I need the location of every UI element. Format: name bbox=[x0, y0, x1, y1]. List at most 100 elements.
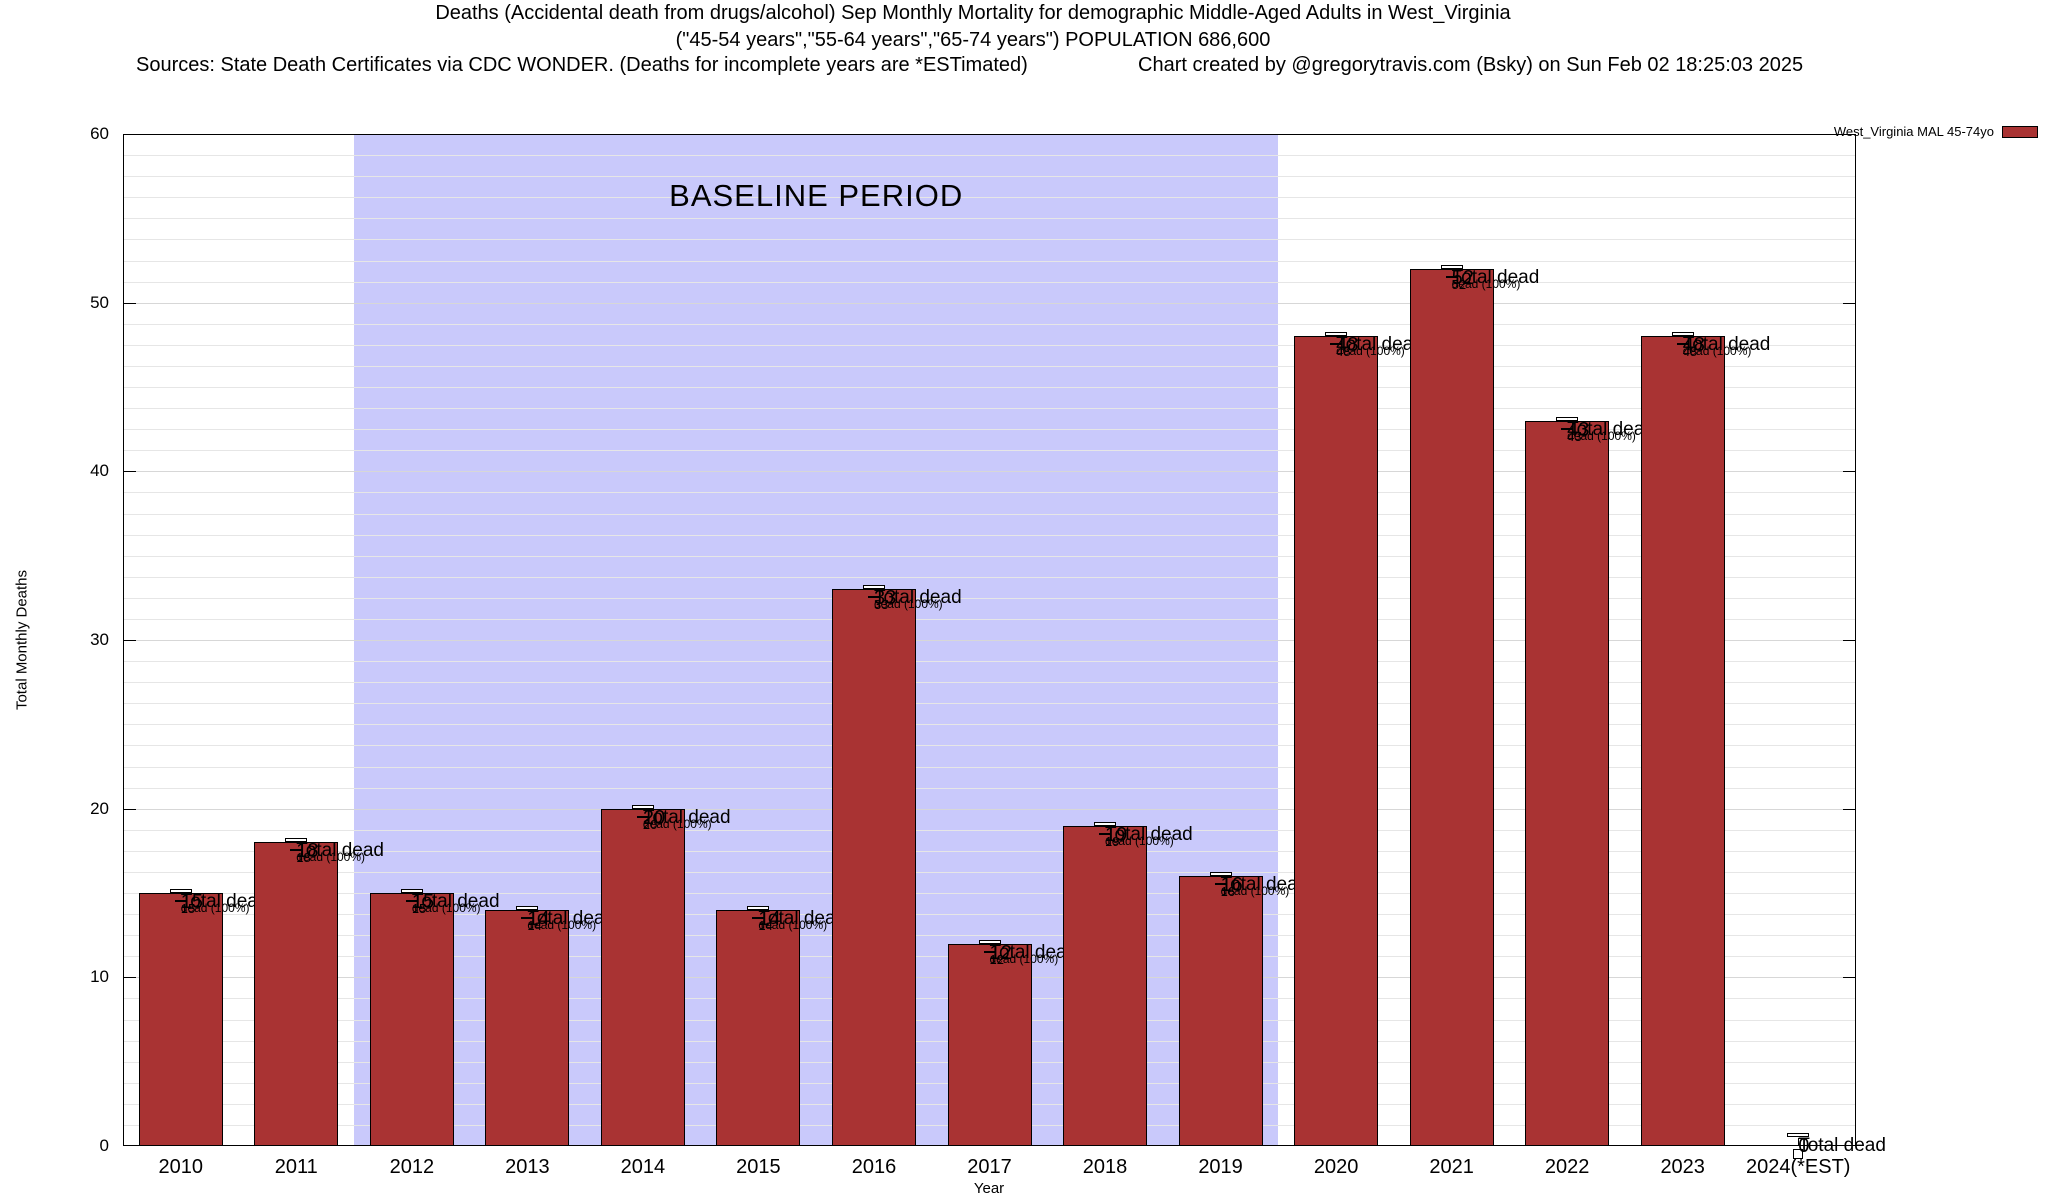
bar bbox=[254, 842, 339, 1146]
bar-total-label: 52 Total dead bbox=[1440, 264, 1539, 289]
bar-inner-value: 12 bbox=[989, 951, 1004, 967]
bar-inner-text: dead (100%) bbox=[873, 597, 943, 612]
legend-swatch bbox=[2002, 125, 2038, 138]
bar-total-text: Total dead bbox=[527, 907, 616, 929]
bar bbox=[1640, 336, 1725, 1146]
x-tick-label: 2020 bbox=[1313, 1156, 1359, 1178]
gridline-minor bbox=[123, 239, 1856, 241]
x-tick-label: 2015 bbox=[736, 1156, 781, 1178]
bar-inner-label: 16 dead (100%) bbox=[1214, 883, 1289, 899]
bar-inner-value: 14 bbox=[527, 917, 542, 933]
legend: West_Virginia MAL 45-74yo bbox=[1834, 124, 2038, 139]
y-tick-left bbox=[124, 302, 136, 304]
bar-inner-label: 48 dead (100%) bbox=[1676, 343, 1751, 359]
bar-inner-label: 52 dead (100%) bbox=[1445, 275, 1520, 292]
bar-total-text: Total dead bbox=[989, 941, 1078, 963]
gridline-minor bbox=[123, 197, 1856, 199]
bar-inner-value: 14 bbox=[758, 917, 773, 933]
y-tick-label: 10 bbox=[90, 967, 109, 987]
bar-total-text: Total dead bbox=[1567, 418, 1655, 440]
bar-inner-value: 19 bbox=[1105, 833, 1120, 849]
bar-inner-value: 20 bbox=[642, 816, 658, 832]
bar-total-label: 33 Total dead bbox=[862, 585, 962, 609]
bar-inner-label: 19 dead (100%) bbox=[1099, 832, 1174, 849]
bar-inner-label: 14 dead (100%) bbox=[752, 916, 827, 933]
bar-inner-label: 43 dead (100%) bbox=[1561, 427, 1636, 444]
y-tick-label: 30 bbox=[90, 630, 109, 649]
bar-inner-value: 52 bbox=[1451, 276, 1467, 292]
gridline-minor bbox=[123, 450, 1856, 452]
y-tick-label: 60 bbox=[90, 124, 109, 143]
bar-total-text: Total dead bbox=[1220, 874, 1309, 896]
bar-total-value: 16 bbox=[1220, 874, 1243, 897]
y-tick-right bbox=[1843, 977, 1855, 979]
x-tick-label: 2011 bbox=[274, 1156, 318, 1178]
gridline-minor bbox=[123, 829, 1856, 831]
bar-inner-label: 20 dead (100%) bbox=[636, 815, 712, 832]
bar-inner-value: 33 bbox=[873, 597, 889, 613]
x-axis-title: Year bbox=[973, 1180, 1005, 1197]
bar-inner-text: dead (100%) bbox=[1451, 276, 1521, 291]
gridline-minor bbox=[123, 618, 1856, 620]
bar-inner-text: dead (100%) bbox=[527, 917, 597, 932]
chart-header: Deaths (Accidental death from drugs/alco… bbox=[0, 0, 1946, 81]
bar bbox=[1178, 876, 1263, 1146]
bar-total-label: 14 Total dead bbox=[516, 905, 615, 930]
bar-inner-label: 12 dead (100%) bbox=[983, 950, 1058, 967]
gridline-minor bbox=[123, 871, 1856, 873]
gridline-minor bbox=[123, 893, 1856, 894]
bar-total-label: 18 Total dead bbox=[285, 838, 384, 862]
bar-inner-value: 48 bbox=[1336, 344, 1351, 360]
bar-inner-label: 15 dead (100%) bbox=[174, 900, 249, 916]
bar-inner-label: 15 dead (100%) bbox=[405, 900, 481, 916]
bar-inner-text: dead (100%) bbox=[1220, 884, 1290, 899]
x-tick-label: 2010 bbox=[158, 1156, 204, 1178]
bar-inner-text: dead (100%) bbox=[989, 951, 1059, 966]
bar-total-text: Total dead bbox=[642, 806, 731, 828]
bar-inner-value: 43 bbox=[1567, 428, 1582, 444]
gridline-major bbox=[123, 471, 1856, 473]
gridline-minor bbox=[123, 534, 1856, 536]
bar-inner-text: dead (100%) bbox=[180, 901, 250, 915]
gridline-minor bbox=[123, 344, 1856, 346]
baseline-period-label: BASELINE PERIOD bbox=[669, 178, 964, 213]
bar-total-text: Total dead bbox=[1105, 823, 1193, 845]
bar-total-text: Total dead bbox=[180, 891, 269, 912]
bar-inner-value: 18 bbox=[296, 850, 311, 866]
bar-inner-label: 18 dead (100%) bbox=[290, 849, 365, 865]
bar-total-text: Total dead bbox=[1682, 334, 1771, 356]
x-tick-label: 2014 bbox=[620, 1156, 666, 1178]
bar-total-label: 15 Total dead bbox=[400, 889, 500, 913]
bar-total-label: 14 Total dead bbox=[747, 905, 846, 930]
bar-total-text: Total dead bbox=[873, 587, 962, 609]
bar-total-text: Total dead bbox=[1451, 266, 1540, 288]
y-tick-label: 20 bbox=[90, 798, 109, 818]
bar-total-text: Total dead bbox=[1336, 334, 1424, 356]
y-tick-right bbox=[1843, 640, 1855, 641]
bar bbox=[1409, 268, 1494, 1146]
bar-inner-value: 48 bbox=[1682, 344, 1698, 360]
x-tick-label: 2012 bbox=[389, 1156, 435, 1178]
gridline-minor bbox=[123, 155, 1856, 157]
bar-total-value: 15 bbox=[180, 891, 204, 913]
gridline-minor bbox=[123, 787, 1856, 789]
bar bbox=[947, 943, 1032, 1146]
chart-sources-text: Sources: State Death Certificates via CD… bbox=[136, 54, 1028, 76]
gridline-minor bbox=[123, 408, 1856, 410]
chart-title-line3: Sources: State Death Certificates via CD… bbox=[0, 54, 1946, 81]
bar-total-value: 20 bbox=[642, 806, 666, 829]
gridline-minor bbox=[123, 281, 1856, 283]
y-tick-label: 0 bbox=[99, 1136, 109, 1155]
gridline-minor bbox=[123, 513, 1856, 515]
bar bbox=[1525, 420, 1610, 1146]
bar bbox=[138, 893, 223, 1146]
gridline-minor bbox=[123, 935, 1856, 937]
chart-title-line1: Deaths (Accidental death from drugs/alco… bbox=[435, 2, 1511, 24]
gridline-minor bbox=[123, 724, 1856, 726]
y-tick-left bbox=[124, 808, 136, 810]
bar-total-value: 12 bbox=[989, 941, 1012, 964]
bar-total-value: 14 bbox=[527, 907, 550, 930]
bar-total-text: Total dead bbox=[1798, 1135, 1886, 1156]
x-tick bbox=[1798, 1138, 1800, 1146]
bar-total-value: 48 bbox=[1336, 334, 1359, 357]
